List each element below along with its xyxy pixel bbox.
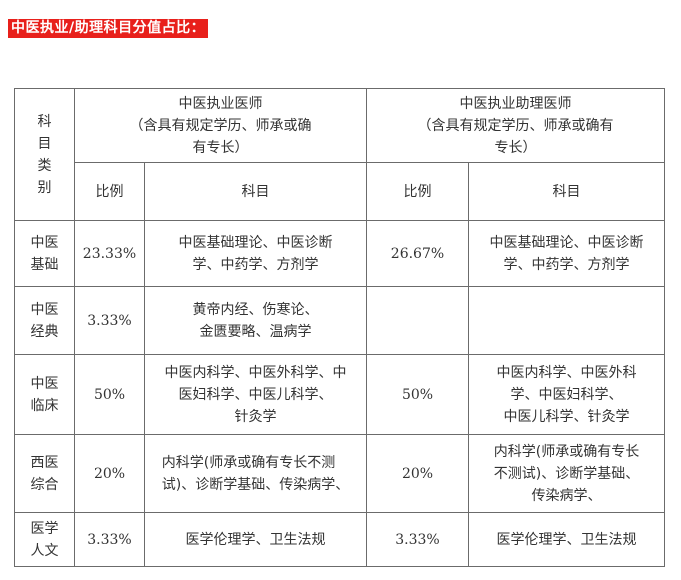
subject-line: 学、中药学、方剂学 — [503, 256, 630, 273]
ratio-cell: 3.33% — [74, 286, 145, 355]
subject-header: 科目 — [468, 162, 665, 221]
category-cell: 中医 经典 — [14, 286, 75, 355]
subject-line: 传染病学、 — [531, 487, 602, 504]
subject-line: 针灸学 — [234, 408, 277, 425]
category-cell: 医学 人文 — [14, 512, 75, 567]
table-header-row: 科 目 类 别 中医执业医师 （含具有规定学历、师承或确 有专长） 中医执业助理… — [14, 88, 665, 221]
ratio-cell: 3.33% — [366, 512, 469, 567]
category-cell: 西医 综合 — [14, 434, 75, 513]
ratio-cell: 50% — [366, 354, 469, 435]
ratio-cell: 20% — [74, 434, 145, 513]
subject-cell: 医学伦理学、卫生法规 — [468, 512, 665, 567]
category-line: 人文 — [30, 542, 59, 559]
category-line: 基础 — [30, 256, 59, 273]
subject-cell: 黄帝内经、伤寒论、 金匮要略、温病学 — [144, 286, 367, 355]
subject-line: 学、中医妇科学、 — [510, 386, 623, 403]
category-cell: 中医 临床 — [14, 354, 75, 435]
subject-cell: 医学伦理学、卫生法规 — [144, 512, 367, 567]
corner-header: 科 目 类 别 — [14, 88, 75, 221]
section-heading: 中医执业/助理科目分值占比： — [8, 19, 209, 38]
table-row: 西医 综合 20% 内科学(师承或确有专长不测 试)、诊断学基础、传染病学、 2… — [14, 434, 665, 513]
corner-char: 目 — [37, 135, 52, 152]
subject-line: 中医基础理论、中医诊断 — [178, 234, 333, 251]
subject-cell: 内科学(师承或确有专长 不测试)、诊断学基础、 传染病学、 — [468, 434, 665, 513]
group-title: 中医执业助理医师 — [459, 95, 572, 112]
group-header-physician: 中医执业医师 （含具有规定学历、师承或确 有专长） — [74, 88, 367, 163]
category-line: 临床 — [30, 397, 59, 414]
category-line: 中医 — [30, 301, 59, 318]
ratio-header: 比例 — [366, 162, 469, 221]
subject-text: 内科学(师承或确有专长不测 试)、诊断学基础、传染病学、 — [162, 452, 349, 496]
group-note: 专长） — [494, 139, 537, 156]
subject-line: 内科学(师承或确有专长不测 — [161, 454, 336, 471]
subject-cell: 中医内科学、中医外科 学、中医妇科学、 中医儿科学、针灸学 — [468, 354, 665, 435]
subject-line: 不测试)、诊断学基础、 — [493, 465, 640, 482]
group-note: （含具有规定学历、师承或确有 — [417, 117, 614, 134]
corner-char: 科 — [37, 113, 52, 130]
ratio-header: 比例 — [74, 162, 145, 221]
subject-cell — [468, 286, 665, 355]
subject-line: 中医内科学、中医外科 — [496, 364, 637, 381]
subject-cell: 中医内科学、中医外科学、中 医妇科学、中医儿科学、 针灸学 — [144, 354, 367, 435]
subject-line: 医学伦理学、卫生法规 — [496, 531, 637, 548]
corner-char: 类 — [37, 157, 52, 174]
subject-line: 中医内科学、中医外科学、中 — [164, 364, 347, 381]
subject-line: 中医儿科学、针灸学 — [503, 408, 630, 425]
table-row: 中医 基础 23.33% 中医基础理论、中医诊断 学、中药学、方剂学 26.67… — [14, 220, 665, 287]
group-note: 有专长） — [192, 139, 249, 156]
subject-line: 黄帝内经、伤寒论、 — [192, 301, 319, 318]
category-line: 西医 — [30, 454, 59, 471]
group-title: 中医执业医师 — [178, 95, 263, 112]
group-note: （含具有规定学历、师承或确 — [129, 117, 312, 134]
group-header-assistant: 中医执业助理医师 （含具有规定学历、师承或确有 专长） — [366, 88, 665, 163]
ratio-cell: 3.33% — [74, 512, 145, 567]
subject-line: 中医基础理论、中医诊断 — [489, 234, 644, 251]
table-row: 医学 人文 3.33% 医学伦理学、卫生法规 3.33% 医学伦理学、卫生法规 — [14, 512, 665, 567]
subject-line: 医妇科学、中医儿科学、 — [178, 386, 333, 403]
table-row: 中医 临床 50% 中医内科学、中医外科学、中 医妇科学、中医儿科学、 针灸学 … — [14, 354, 665, 435]
corner-char: 别 — [37, 179, 52, 196]
category-line: 综合 — [30, 476, 59, 493]
subject-line: 试)、诊断学基础、传染病学、 — [161, 476, 350, 493]
ratio-cell: 26.67% — [366, 220, 469, 287]
subject-line: 内科学(师承或确有专长 — [493, 443, 640, 460]
subject-score-table: 科 目 类 别 中医执业医师 （含具有规定学历、师承或确 有专长） 中医执业助理… — [14, 88, 665, 567]
subject-cell: 内科学(师承或确有专长不测 试)、诊断学基础、传染病学、 — [144, 434, 367, 513]
table-row: 中医 经典 3.33% 黄帝内经、伤寒论、 金匮要略、温病学 — [14, 286, 665, 355]
subject-cell: 中医基础理论、中医诊断 学、中药学、方剂学 — [468, 220, 665, 287]
category-line: 经典 — [30, 323, 59, 340]
category-cell: 中医 基础 — [14, 220, 75, 287]
ratio-cell: 50% — [74, 354, 145, 435]
subject-header: 科目 — [144, 162, 367, 221]
ratio-cell: 23.33% — [74, 220, 145, 287]
sub-header-row: 比例 科目 比例 科目 — [15, 162, 665, 221]
ratio-cell: 20% — [366, 434, 469, 513]
ratio-cell — [366, 286, 469, 355]
subject-line: 金匮要略、温病学 — [199, 323, 312, 340]
subject-line: 学、中药学、方剂学 — [192, 256, 319, 273]
category-line: 中医 — [30, 234, 59, 251]
category-line: 医学 — [30, 520, 59, 537]
category-line: 中医 — [30, 375, 59, 392]
subject-cell: 中医基础理论、中医诊断 学、中药学、方剂学 — [144, 220, 367, 287]
subject-line: 医学伦理学、卫生法规 — [185, 531, 326, 548]
